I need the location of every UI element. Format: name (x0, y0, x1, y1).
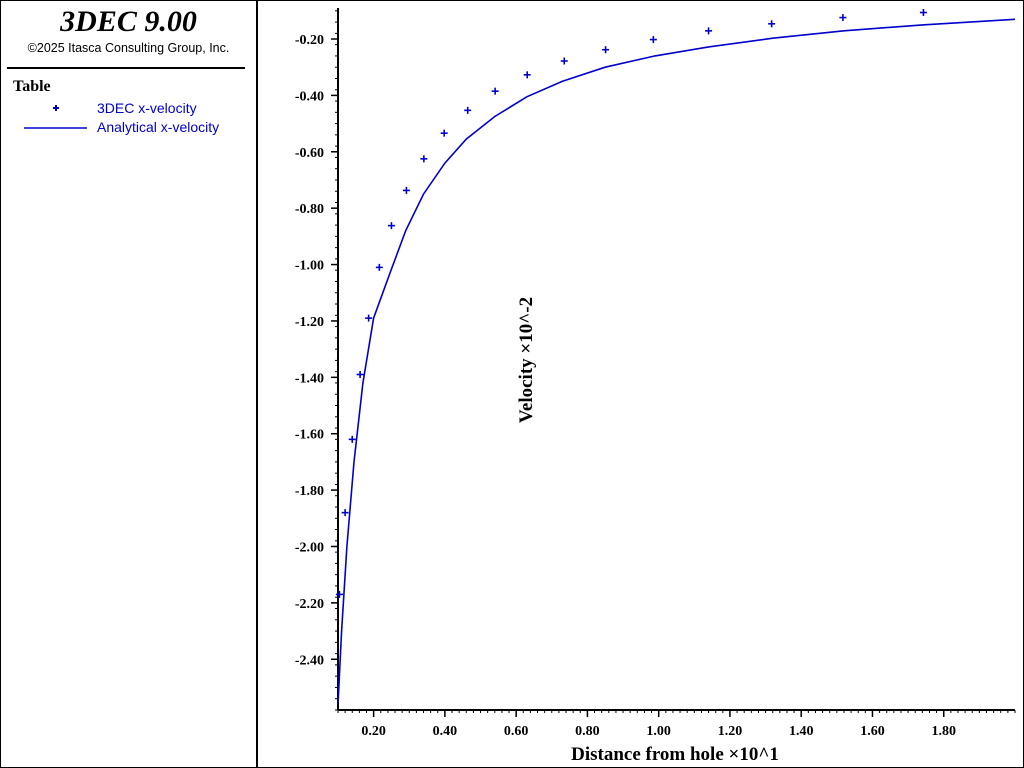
y-tick-label: -1.40 (295, 371, 324, 386)
plus-marker-icon (53, 105, 59, 111)
x-tick-label: 1.60 (860, 724, 885, 739)
velocity-chart: 0.20 0.40 0.60 0.80 1.00 1.20 1.40 1.60 1.80 -0.… (295, 8, 1016, 765)
y-axis-title: Velocity ×10^-2 (516, 297, 537, 423)
line-marker-icon (24, 127, 87, 129)
legend-label-analytical: Analytical x-velocity (97, 119, 220, 135)
data-point-3dec (402, 186, 410, 194)
data-point-3dec (649, 36, 657, 44)
y-tick-label: -1.20 (295, 315, 324, 330)
x-tick-label: 0.20 (361, 724, 386, 739)
legend-item-analytical: Analytical x-velocity (1, 118, 256, 136)
app-title: 3DEC 9.00 (60, 5, 197, 38)
x-tick-label: 1.20 (718, 724, 743, 739)
data-point-3dec (335, 590, 343, 598)
data-point-3dec (420, 155, 428, 163)
legend-item-3dec: 3DEC x-velocity (1, 99, 256, 117)
analytical-series (337, 18, 1016, 705)
y-tick-label: -1.80 (295, 484, 324, 499)
data-point-3dec (523, 71, 531, 79)
x-axis-ticks: 0.20 0.40 0.60 0.80 1.00 1.20 1.40 1.60 1.80 (337, 710, 1016, 739)
title-divider (7, 67, 245, 69)
data-point-3dec (464, 106, 472, 114)
data-point-3dec (560, 57, 568, 65)
data-point-3dec (365, 314, 373, 322)
x-tick-label: 0.40 (433, 724, 458, 739)
x-tick-label: 1.00 (646, 724, 671, 739)
x-tick-label: 1.40 (789, 724, 814, 739)
legend-label-3dec: 3DEC x-velocity (97, 100, 197, 116)
y-tick-label: -0.80 (295, 202, 324, 217)
legend-panel: 3DEC 9.00 ©2025 Itasca Consulting Group,… (1, 1, 258, 767)
y-tick-label: -2.40 (295, 653, 324, 668)
data-point-3dec (387, 222, 395, 230)
y-tick-label: -0.40 (295, 89, 324, 104)
x-tick-label: 1.80 (931, 724, 956, 739)
data-point-3dec (839, 14, 847, 22)
data-point-3dec (919, 9, 927, 17)
data-point-3dec (602, 46, 610, 54)
data-point-3dec (348, 435, 356, 443)
y-axis-ticks: -0.20 -0.40 -0.60 -0.80 -1.00 -1.20 -1.40 -1.60… (295, 10, 338, 711)
legend-heading: Table (13, 78, 51, 95)
y-tick-label: -1.60 (295, 428, 324, 443)
data-point-3dec (768, 20, 776, 28)
y-tick-label: -1.00 (295, 259, 324, 274)
data-point-3dec (356, 371, 364, 379)
data-point-3dec (440, 129, 448, 137)
y-tick-label: -2.00 (295, 540, 324, 555)
3dec-series (335, 9, 927, 598)
data-point-3dec (491, 87, 499, 95)
data-point-3dec (705, 27, 713, 35)
data-point-3dec (341, 509, 349, 517)
data-point-3dec (375, 263, 383, 271)
chart-axes (337, 8, 1015, 711)
analytical-velocity-line (337, 18, 1016, 705)
x-axis-title: Distance from hole ×10^1 (571, 744, 779, 765)
x-tick-label: 0.80 (575, 724, 600, 739)
y-tick-label: -0.20 (295, 33, 324, 48)
y-tick-label: -0.60 (295, 146, 324, 161)
y-tick-label: -2.20 (295, 597, 324, 612)
copyright-text: ©2025 Itasca Consulting Group, Inc. (27, 41, 230, 55)
x-tick-label: 0.60 (504, 724, 529, 739)
